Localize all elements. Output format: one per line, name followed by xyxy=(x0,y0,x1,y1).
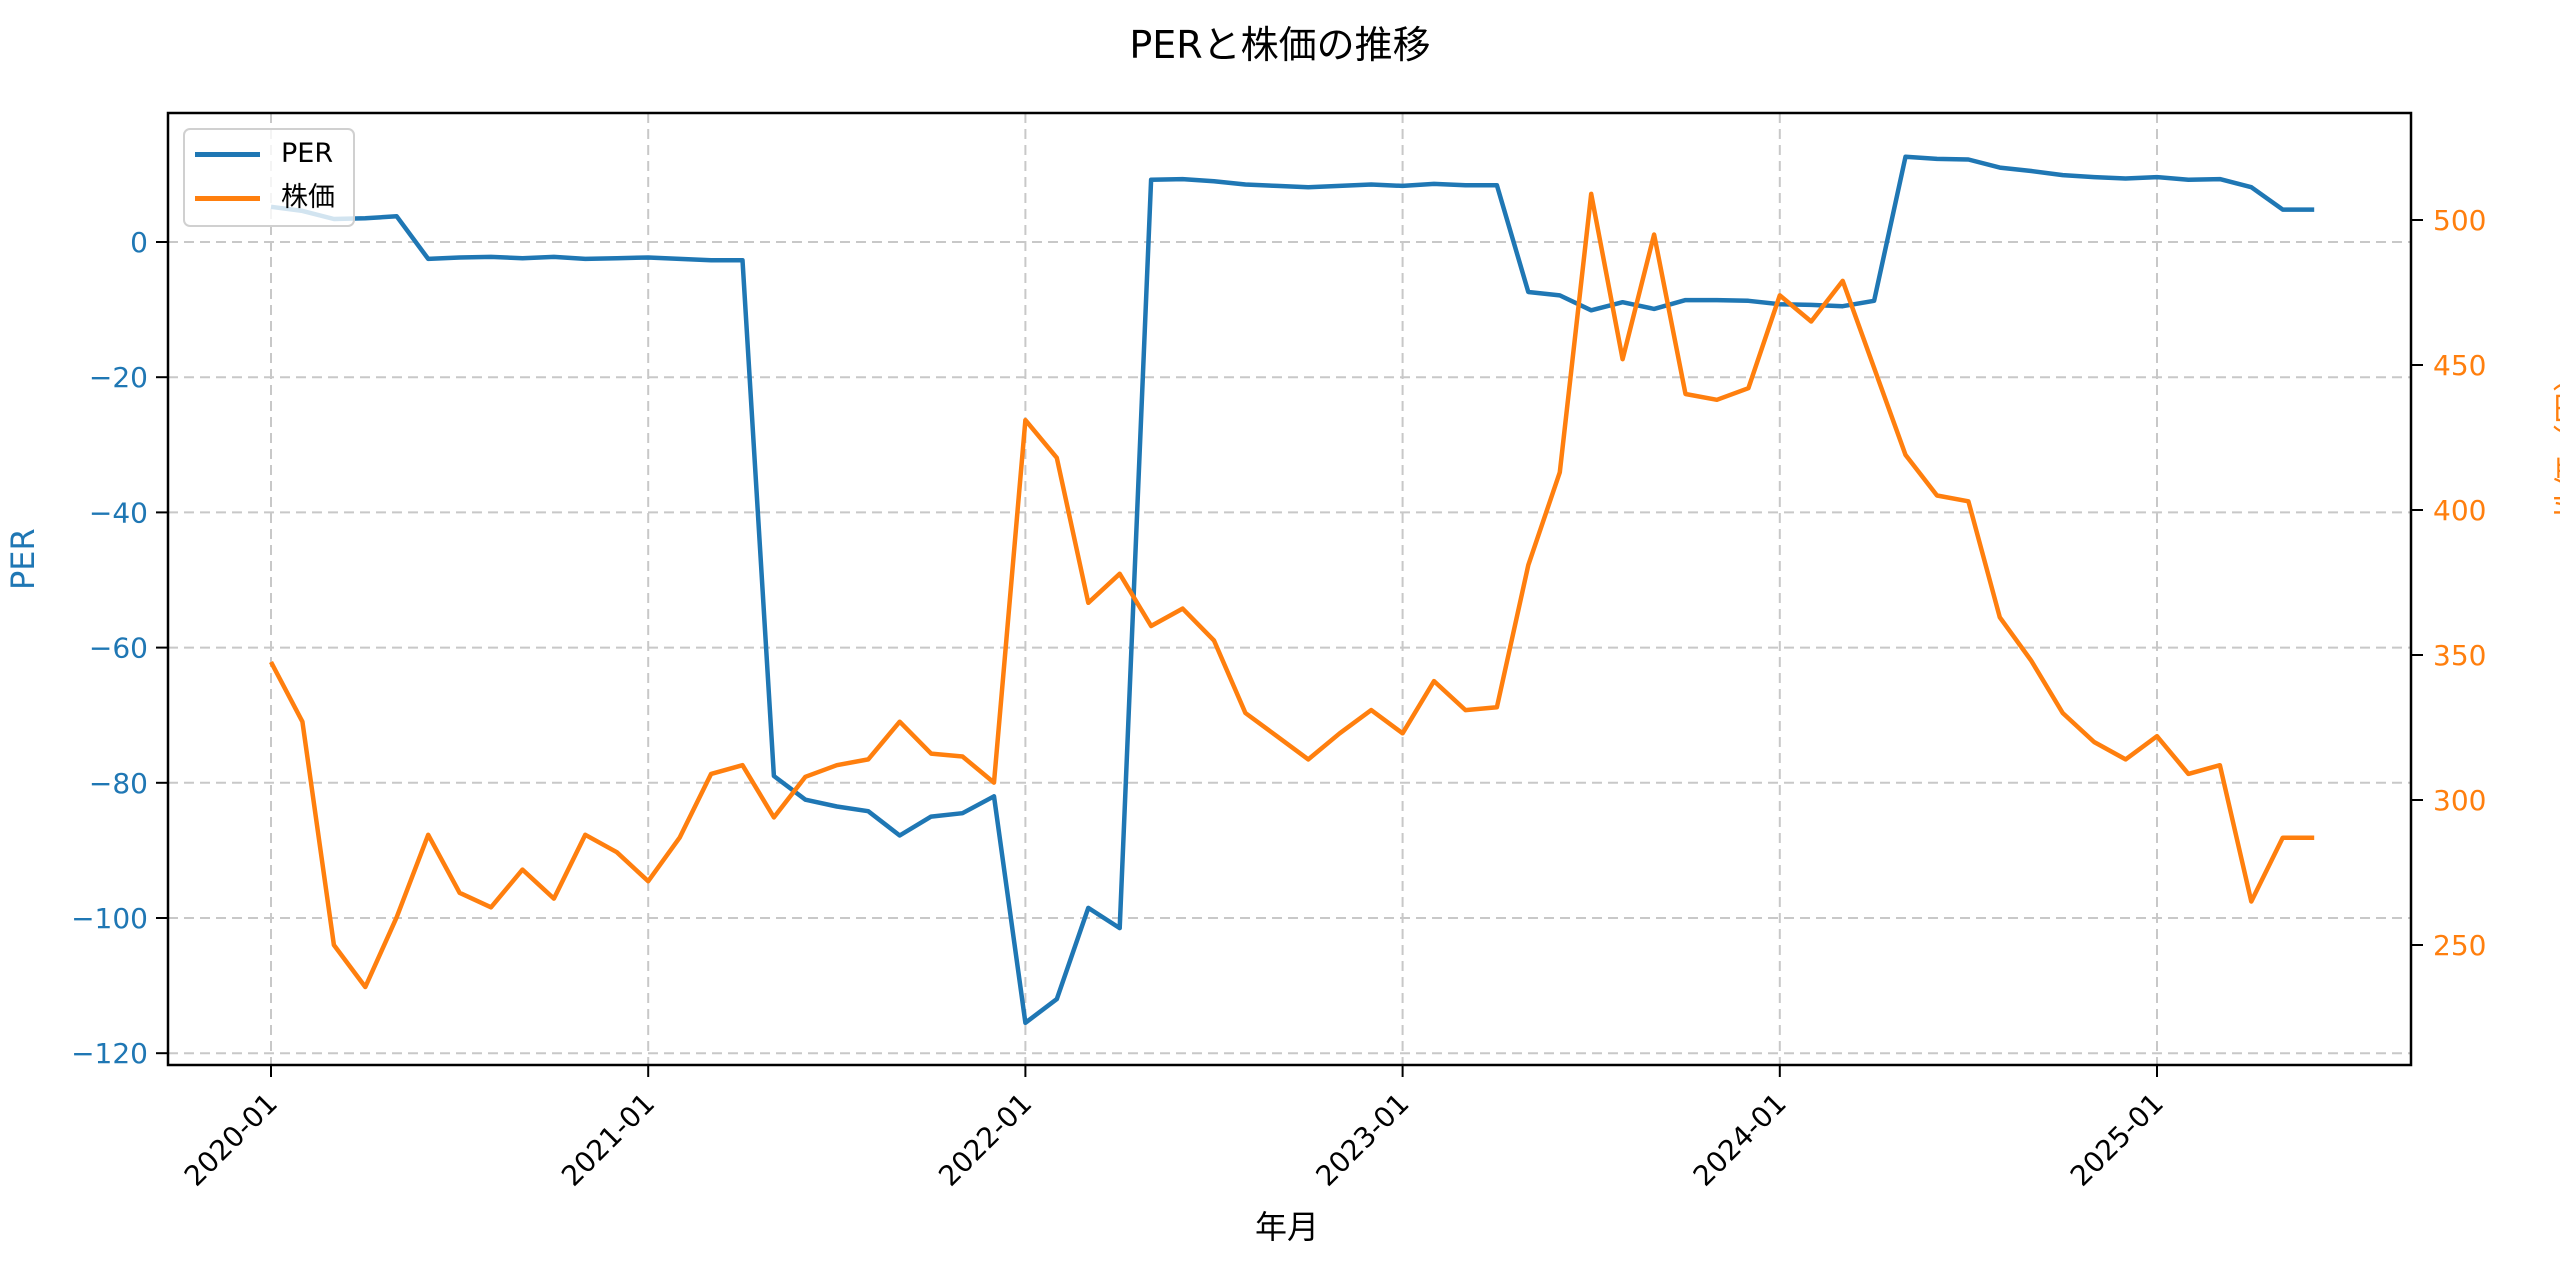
grid-lines xyxy=(168,113,2411,1065)
y-left-tick-label: −120 xyxy=(71,1037,148,1070)
legend-item-price: 株価 xyxy=(185,178,353,218)
y-left-tick-label: −80 xyxy=(89,767,148,800)
y-right-tick-label: 400 xyxy=(2433,494,2486,527)
data-series xyxy=(269,154,2315,1026)
y-left-tick-label: −20 xyxy=(89,361,148,394)
legend-swatch-price xyxy=(195,196,260,201)
chart-title: PERと株価の推移 xyxy=(1129,23,1431,67)
legend-label-per: PER xyxy=(281,138,334,169)
x-tick-label: 2021-01 xyxy=(555,1087,661,1193)
y-right-tick-label: 250 xyxy=(2433,929,2486,962)
x-tick-label: 2023-01 xyxy=(1309,1087,1415,1193)
axis-ticks: 2020-01 2021-01 2022-01 2023-01 2024-01 2025-… xyxy=(71,204,2486,1193)
y-left-tick-label: −60 xyxy=(89,632,148,665)
legend-item-per: PER xyxy=(185,134,353,174)
y-left-tick-label: −40 xyxy=(89,496,148,529)
y-right-tick-label: 350 xyxy=(2433,639,2486,672)
x-tick-label: 2022-01 xyxy=(932,1087,1038,1193)
y-axis-left-label: PER xyxy=(4,528,42,590)
x-tick-label: 2024-01 xyxy=(1687,1087,1793,1193)
legend: PER 株価 xyxy=(183,128,355,227)
y-left-tick-label: −100 xyxy=(71,902,148,935)
per-line xyxy=(270,154,2315,1026)
y-right-tick-label: 450 xyxy=(2433,349,2486,382)
y-right-tick-label: 500 xyxy=(2433,204,2486,237)
x-axis-label: 年月 xyxy=(1255,1208,1320,1246)
x-tick-label: 2020-01 xyxy=(178,1087,284,1193)
y-right-tick-label: 300 xyxy=(2433,784,2486,817)
y-axis-right-label: 株価（円） xyxy=(2551,359,2560,520)
legend-swatch-per xyxy=(195,152,260,157)
legend-label-price: 株価 xyxy=(281,182,335,213)
price-line xyxy=(269,191,2315,990)
y-left-tick-label: 0 xyxy=(130,226,148,259)
x-tick-label: 2025-01 xyxy=(2064,1087,2170,1193)
plot-frame xyxy=(166,111,2413,1067)
